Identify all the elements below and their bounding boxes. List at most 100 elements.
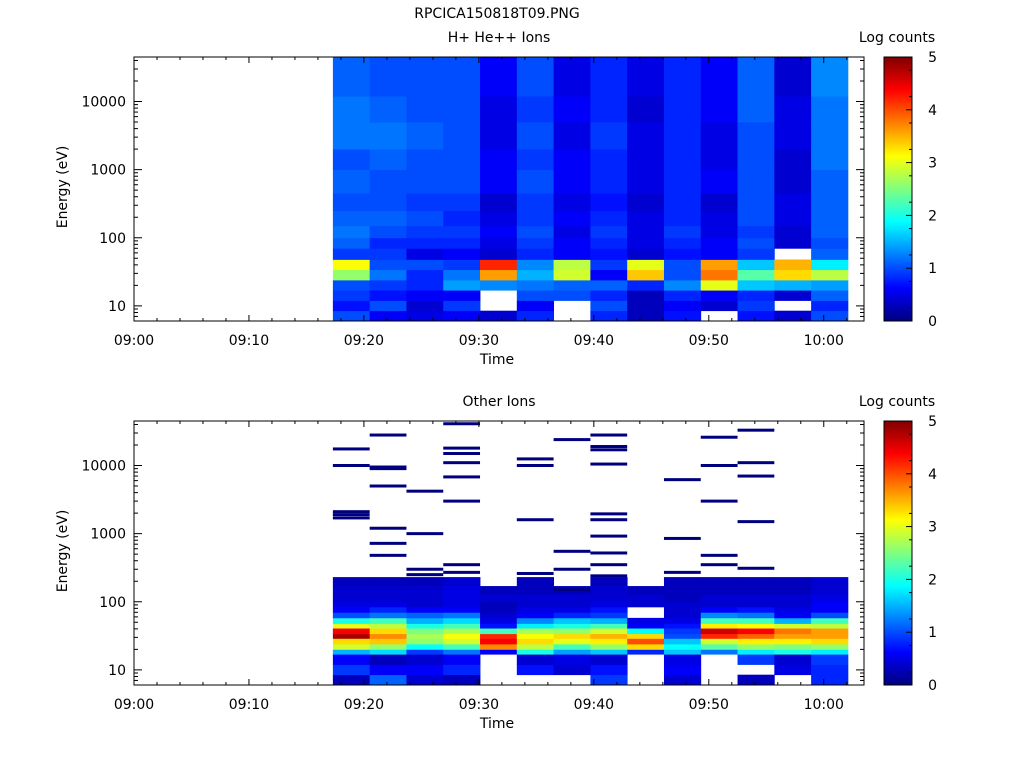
heatmap-cell [663, 586, 702, 595]
heatmap-cell [443, 57, 481, 97]
heatmap-cell [700, 193, 738, 212]
heatmap-line [443, 446, 481, 450]
heatmap-cell [811, 290, 849, 301]
heatmap-cell [590, 643, 628, 650]
heatmap-cell [406, 643, 444, 650]
heatmap-cell [406, 248, 444, 260]
heatmap-cell [516, 643, 555, 650]
heatmap-cell [553, 601, 591, 608]
heatmap-cell [332, 210, 371, 227]
heatmap-cell [443, 300, 481, 312]
heatmap-cell [590, 617, 628, 624]
heatmap-cell [663, 169, 702, 194]
heatmap-cell [627, 623, 665, 629]
heatmap-cell [480, 259, 518, 271]
heatmap-cell [627, 628, 665, 635]
heatmap-cell [406, 169, 444, 194]
heatmap-cell [443, 577, 481, 587]
heatmap-cell [369, 193, 407, 212]
heatmap-line [443, 563, 481, 567]
heatmap-cell [774, 237, 812, 249]
heatmap-cell [811, 623, 849, 629]
heatmap-cell [737, 225, 775, 239]
heatmap-cell [590, 674, 628, 686]
heatmap-line [553, 438, 591, 442]
heatmap-cell [480, 606, 518, 613]
x-axis-label: Time [479, 352, 514, 368]
heatmap-cell [700, 617, 738, 624]
heatmap-cell [737, 638, 775, 645]
heatmap-cell [480, 633, 518, 639]
heatmap-line [553, 588, 591, 592]
heatmap-cell [553, 617, 591, 624]
heatmap-cell [480, 601, 518, 608]
heatmap-cell [480, 649, 518, 655]
heatmap-cell [627, 237, 665, 249]
heatmap-cell [332, 149, 371, 171]
colorbar-gradient [883, 56, 913, 322]
heatmap-line [590, 563, 628, 567]
heatmap-cell [811, 577, 849, 587]
heatmap-cell [811, 237, 849, 249]
heatmap-cell [553, 149, 591, 171]
heatmap-cell [811, 606, 849, 613]
heatmap-cell [811, 674, 849, 686]
heatmap-cell [406, 149, 444, 171]
heatmap-cell [590, 586, 628, 595]
heatmap-cell [700, 623, 738, 629]
heatmap-cell [516, 649, 555, 655]
heatmap-cell [774, 169, 812, 194]
heatmap-cell [627, 225, 665, 239]
heatmap-cell [700, 628, 738, 635]
heatmap-line [590, 574, 628, 578]
heatmap-cell [737, 269, 775, 281]
heatmap-cell [774, 606, 812, 613]
heatmap-cell [369, 638, 407, 645]
heatmap-cell [553, 259, 591, 271]
heatmap-cell [627, 122, 665, 150]
heatmap-cell [553, 169, 591, 194]
heatmap-cell [627, 193, 665, 212]
heatmap-cell [774, 643, 812, 650]
heatmap-cell [332, 279, 371, 291]
heatmap-line [369, 433, 407, 437]
heatmap-cell [516, 225, 555, 239]
heatmap-cell [443, 623, 481, 629]
heatmap-cell [700, 210, 738, 227]
x-tick-label: 09:40 [574, 333, 614, 349]
heatmap-line [737, 566, 775, 570]
page-title: RPCICA150818T09.PNG [414, 6, 580, 22]
heatmap-cell [590, 248, 628, 260]
heatmap-cell [774, 628, 812, 635]
heatmap-cell [590, 649, 628, 655]
heatmap-cell [811, 586, 849, 595]
heatmap-cell [663, 225, 702, 239]
colorbar-label: Log counts [859, 30, 935, 46]
heatmap-cell [516, 269, 555, 281]
heatmap-line [369, 553, 407, 557]
colorbar-tick-label: 2 [928, 572, 937, 588]
heatmap-cell [663, 617, 702, 624]
heatmap-cell [737, 210, 775, 227]
heatmap-cell [443, 638, 481, 645]
heatmap-cell [332, 193, 371, 212]
heatmap-cell [627, 617, 665, 624]
heatmap-cell [663, 674, 702, 686]
heatmap-cell [443, 310, 481, 322]
heatmap-cell [590, 606, 628, 613]
heatmap-cell [663, 643, 702, 650]
heatmap-cell [332, 248, 371, 260]
heatmap-cell [516, 248, 555, 260]
heatmap-line [406, 573, 444, 577]
heatmap-cell [406, 193, 444, 212]
heatmap-cell [406, 638, 444, 645]
heatmap-cell [443, 248, 481, 260]
heatmap-cell [700, 96, 738, 123]
heatmap-cell [332, 654, 371, 665]
heatmap-cell [443, 674, 481, 686]
heatmap-cell [627, 248, 665, 260]
heatmap-cell [590, 300, 628, 312]
heatmap-cell [406, 210, 444, 227]
heatmap-line [369, 541, 407, 545]
heatmap-cell [369, 279, 407, 291]
